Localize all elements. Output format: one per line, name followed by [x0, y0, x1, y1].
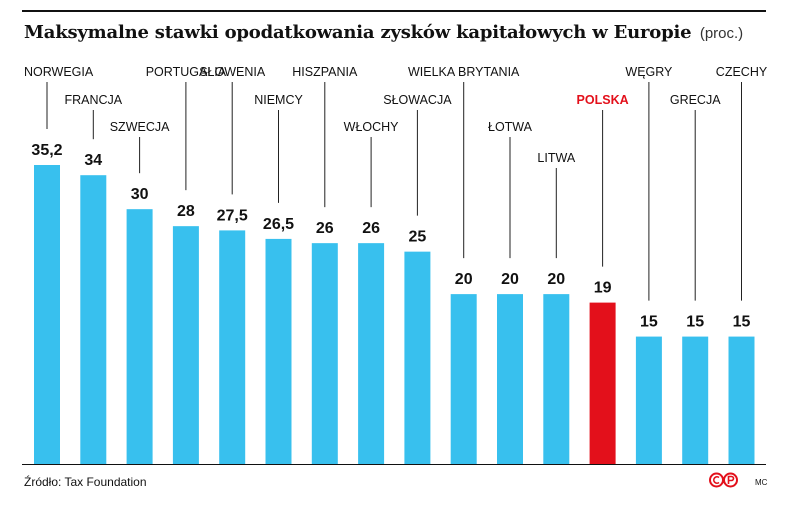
category-label: WŁOCHY: [344, 120, 400, 134]
author-credit: MC: [755, 478, 768, 487]
source-note: Źródło: Tax Foundation: [24, 475, 147, 489]
category-label: SZWECJA: [110, 120, 170, 134]
value-label: 15: [640, 314, 658, 331]
category-label: POLSKA: [577, 93, 629, 107]
value-label: 26,5: [263, 216, 294, 233]
bar: [358, 243, 385, 464]
bar: [728, 336, 755, 464]
bar: [34, 165, 60, 464]
category-label: SŁOWENIA: [199, 65, 266, 79]
category-label: NIEMCY: [254, 93, 303, 107]
publisher-logo-icon: [709, 472, 738, 488]
bar: [497, 294, 523, 464]
category-label: PORTUGALIA: [146, 65, 227, 79]
bar: [265, 238, 292, 464]
value-label: 30: [131, 186, 149, 203]
value-label: 26: [362, 220, 380, 237]
top-rule: [22, 10, 766, 12]
value-label: 20: [455, 271, 473, 288]
bar: [80, 175, 107, 464]
bar: [311, 243, 338, 464]
chart-title: Maksymalne stawki opodatkowania zysków k…: [24, 22, 743, 43]
bar: [635, 336, 662, 464]
value-label: 15: [733, 314, 751, 331]
bar: [404, 251, 431, 464]
value-label: 20: [501, 271, 519, 288]
title-text: Maksymalne stawki opodatkowania zysków k…: [24, 22, 692, 43]
bar: [682, 336, 709, 464]
value-label: 27,5: [217, 207, 248, 224]
title-unit: (proc.): [699, 25, 744, 42]
value-label: 35,2: [31, 142, 62, 159]
bar: [126, 209, 153, 464]
category-label: WĘGRY: [625, 65, 673, 79]
bar: [172, 226, 199, 464]
value-label: 15: [686, 314, 704, 331]
value-label: 28: [177, 203, 195, 220]
bar: [543, 294, 570, 464]
category-label: ŁOTWA: [488, 120, 533, 134]
category-label: NORWEGIA: [24, 65, 94, 79]
bar: [219, 230, 246, 464]
bar: [450, 294, 477, 464]
category-label: FRANCJA: [64, 93, 122, 107]
bar-highlight: [589, 302, 616, 464]
category-label: HISZPANIA: [292, 65, 358, 79]
value-label: 26: [316, 220, 334, 237]
value-label: 19: [594, 280, 612, 297]
value-label: 20: [547, 271, 565, 288]
category-label: CZECHY: [716, 65, 768, 79]
category-label: SŁOWACJA: [383, 93, 452, 107]
value-label: 34: [84, 152, 102, 169]
category-label: LITWA: [537, 151, 575, 165]
value-label: 25: [409, 229, 427, 246]
category-label: WIELKA BRYTANIA: [408, 65, 520, 79]
category-label: GRECJA: [670, 93, 721, 107]
